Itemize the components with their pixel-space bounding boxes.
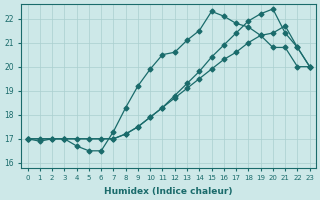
X-axis label: Humidex (Indice chaleur): Humidex (Indice chaleur) bbox=[104, 187, 233, 196]
